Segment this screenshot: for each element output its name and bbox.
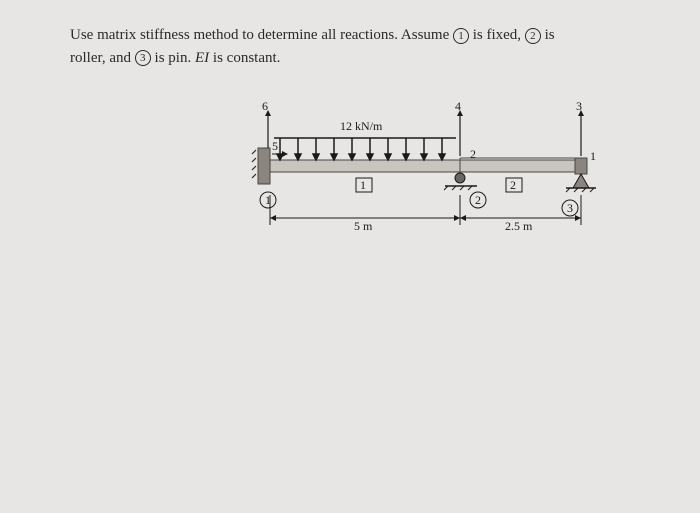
- element-1-label: 1: [360, 178, 366, 192]
- circled-node-1: 1: [453, 28, 469, 44]
- text-part: is fixed,: [469, 27, 525, 43]
- dof-6: 6: [262, 100, 268, 113]
- dof-3: 3: [576, 100, 582, 113]
- problem-statement: Use matrix stiffness method to determine…: [70, 24, 660, 69]
- dof-2-small: 2: [470, 147, 476, 161]
- span1-dim: 5 m: [354, 219, 373, 233]
- circled-node-3: 3: [135, 50, 151, 66]
- text-part: Use matrix stiffness method to determine…: [70, 27, 453, 43]
- text-part: is pin.: [151, 50, 195, 66]
- dof-1: 1: [590, 149, 596, 163]
- span2-dim: 2.5 m: [505, 219, 533, 233]
- load-label: 12 kN/m: [340, 119, 383, 133]
- node-3-label: 3: [567, 201, 573, 215]
- text-part: roller, and: [70, 50, 135, 66]
- text-part: is: [541, 27, 555, 43]
- text-part: is constant.: [209, 50, 280, 66]
- node-2-label: 2: [475, 193, 481, 207]
- dof-4: 4: [455, 100, 461, 113]
- element-2-label: 2: [510, 178, 516, 192]
- dof-5: 5: [272, 139, 278, 153]
- ei-text: EI: [195, 50, 209, 66]
- beam-diagram: 12 kN/m 1 2 1 2 3 6 5 4 2 3 1: [250, 100, 620, 280]
- circled-node-2: 2: [525, 28, 541, 44]
